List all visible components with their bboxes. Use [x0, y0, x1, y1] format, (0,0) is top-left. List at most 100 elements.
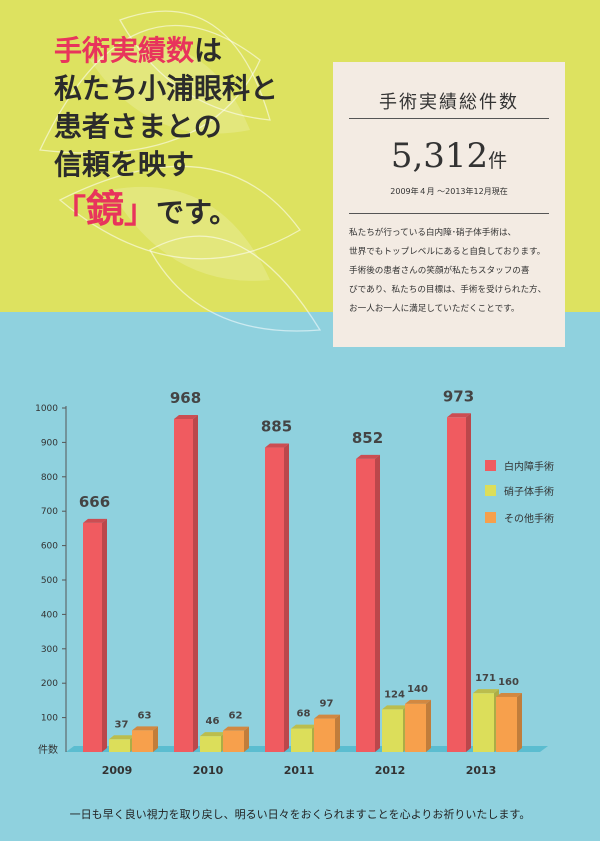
bar-2009-0 [83, 522, 102, 752]
y-tick-label: 1000 [35, 404, 58, 414]
x-tick-label: 2010 [193, 764, 224, 777]
bar-2009-1 [109, 739, 130, 752]
bar-2013-0 [447, 417, 466, 752]
bar-2013-1 [473, 693, 494, 752]
bracket-close: 」 [124, 192, 157, 230]
summary-rule-top [349, 118, 549, 119]
bar-2010-2 [223, 730, 244, 752]
headline-line2: 私たち小浦眼科と [54, 72, 279, 105]
bar-2012-2-side [426, 699, 431, 752]
headline: 手術実績数は 私たち小浦眼科と 患者さまとの 信頼を映す 「鏡」です。 [54, 32, 278, 232]
data-label: 973 [443, 387, 474, 405]
data-label: 46 [206, 716, 220, 727]
x-tick-label: 2012 [375, 764, 406, 777]
bar-2011-0 [265, 447, 284, 752]
bar-2009-0-side [102, 518, 107, 752]
bar-2011-2-side [335, 714, 340, 752]
legend-swatch [485, 512, 496, 523]
bar-2009-2-side [153, 726, 158, 752]
data-label: 968 [170, 389, 201, 407]
x-tick-label: 2011 [284, 764, 315, 777]
bar-2013-1-top [473, 689, 499, 694]
data-label: 160 [498, 677, 519, 688]
data-label: 124 [384, 689, 405, 700]
bar-2011-2 [314, 718, 335, 752]
total-number: 5,312 [390, 136, 489, 176]
total-unit: 件 [488, 150, 508, 172]
data-label: 885 [261, 418, 292, 436]
bar-2010-1 [200, 736, 221, 752]
bar-2013-2-side [517, 692, 522, 752]
y-tick-label: 600 [41, 542, 58, 552]
summary-rule-bottom [349, 213, 549, 214]
kagami-char: 鏡 [86, 186, 125, 231]
bar-2011-1-top [291, 724, 317, 729]
description-line: びであり、私たちの目標は、手術を受けられた方、 [349, 285, 547, 295]
y-tick-label: 400 [41, 610, 58, 620]
summary-box: 手術実績総件数 5,312件 2009年４月 ～2013年12月現在 私たちが行… [333, 62, 565, 347]
bar-2009-2 [132, 730, 153, 752]
description-line: 世界でもトップレベルにあると自負しております。 [349, 247, 546, 257]
headline-line1-rest: は [194, 34, 223, 67]
bar-2010-2-side [244, 726, 249, 752]
bar-2010-0-side [193, 415, 198, 752]
data-label: 62 [229, 711, 243, 722]
y-tick-label: 300 [41, 645, 58, 655]
bar-2013-2-top [496, 692, 522, 697]
bar-2012-2 [405, 703, 426, 752]
bar-2012-2-top [405, 699, 431, 704]
summary-description: 私たちが行っている白内障･硝子体手術は、 世界でもトップレベルにあると自負してお… [349, 224, 557, 319]
bar-2011-2-top [314, 714, 340, 719]
legend-label: 硝子体手術 [504, 485, 554, 498]
bar-2010-0 [174, 419, 193, 752]
bar-2010-2-top [223, 726, 249, 731]
data-label: 140 [407, 684, 428, 695]
data-label: 97 [320, 699, 334, 710]
y-tick-label: 800 [41, 473, 58, 483]
bar-2009-0-top [83, 518, 107, 523]
headline-line4: 信頼を映す [54, 148, 195, 181]
legend-label: 白内障手術 [504, 460, 554, 473]
data-label: 68 [297, 709, 311, 720]
bar-2010-1-top [200, 732, 226, 737]
legend-swatch [485, 460, 496, 471]
summary-period: 2009年４月 ～2013年12月現在 [390, 187, 508, 196]
summary-title: 手術実績総件数 [379, 92, 519, 113]
bar-2011-0-side [284, 443, 289, 752]
bar-2013-0-side [466, 413, 471, 752]
legend-swatch [485, 485, 496, 496]
headline-line5-rest: です。 [156, 196, 238, 229]
bar-2012-0-side [375, 454, 380, 752]
data-label: 63 [138, 710, 152, 721]
y-tick-label: 100 [41, 714, 58, 724]
bar-2011-0-top [265, 443, 289, 448]
bar-2012-1 [382, 709, 403, 752]
y-axis-title: 件数 [38, 743, 58, 756]
footer-message: 一日も早く良い視力を取り戻し、明るい日々をおくられますことを心よりお祈りいたしま… [69, 808, 531, 821]
legend-label: その他手術 [504, 512, 554, 525]
data-label: 666 [79, 493, 110, 511]
bar-2009-2-top [132, 726, 158, 731]
summary-total: 5,312件 [333, 136, 565, 176]
data-label: 852 [352, 429, 383, 447]
bar-2012-0 [356, 458, 375, 752]
bar-2010-0-top [174, 415, 198, 420]
bar-2012-0-top [356, 454, 380, 459]
bar-2013-2 [496, 696, 517, 752]
bracket-open: 「 [54, 192, 87, 230]
y-tick-label: 700 [41, 507, 58, 517]
y-tick-label: 200 [41, 679, 58, 689]
bar-2012-1-top [382, 705, 408, 710]
headline-accent: 手術実績数 [54, 34, 195, 67]
data-label: 171 [475, 673, 496, 684]
bar-2013-0-top [447, 413, 471, 418]
bar-2009-1-top [109, 735, 135, 740]
description-line: 私たちが行っている白内障･硝子体手術は、 [349, 228, 517, 238]
x-tick-label: 2013 [466, 764, 497, 777]
description-line: お一人お一人に満足していただくことです。 [349, 304, 520, 314]
x-tick-label: 2009 [102, 764, 133, 777]
description-line: 手術後の患者さんの笑顔が私たちスタッフの喜 [349, 266, 530, 276]
data-label: 37 [115, 719, 129, 730]
y-tick-label: 900 [41, 438, 58, 448]
